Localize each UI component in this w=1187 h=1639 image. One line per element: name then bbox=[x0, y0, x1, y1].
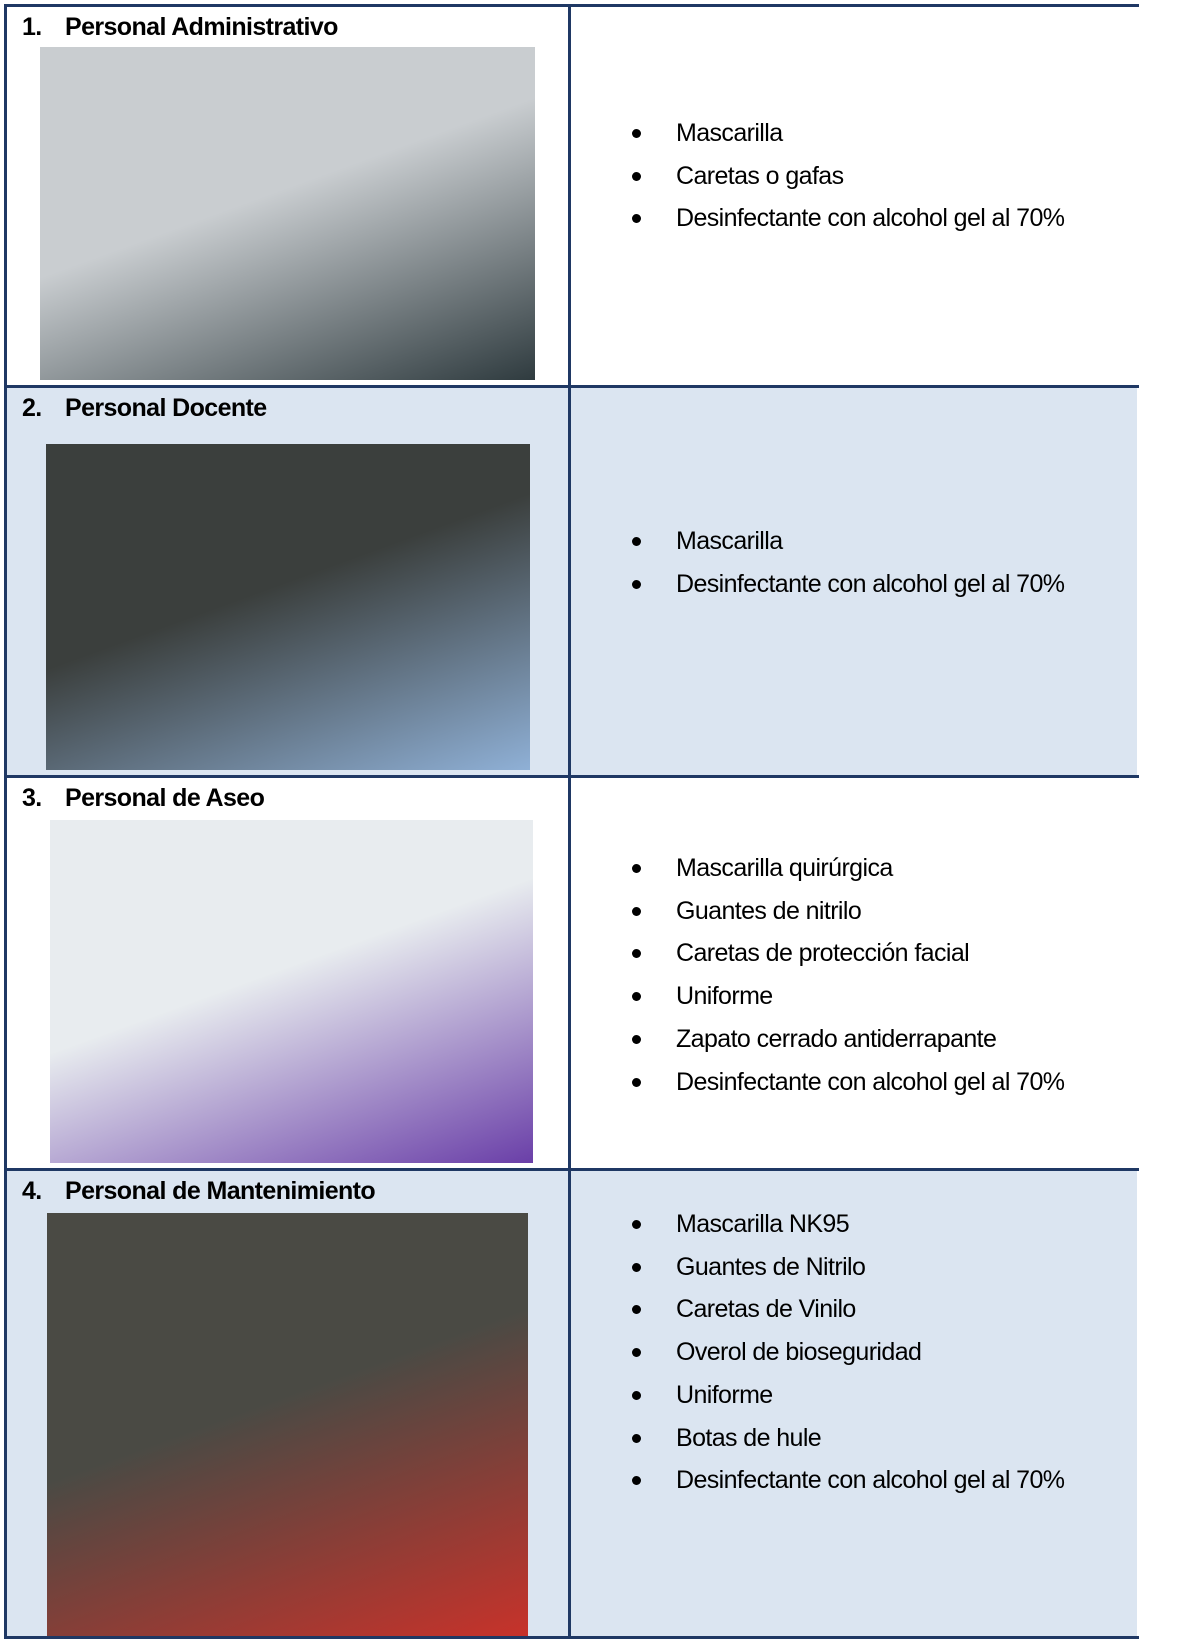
list-item: Botas de hule bbox=[676, 1423, 822, 1452]
list-item: Desinfectante con alcohol gel al 70% bbox=[676, 1067, 1065, 1096]
row-border bbox=[4, 385, 1139, 388]
row-number: 2. bbox=[22, 394, 42, 422]
photo bbox=[47, 1213, 528, 1638]
photo bbox=[40, 47, 535, 380]
bullet bbox=[632, 579, 641, 589]
row-title: Personal Docente bbox=[65, 394, 267, 422]
bullet bbox=[632, 1476, 641, 1486]
bullet bbox=[632, 1262, 641, 1272]
row-title: Personal de Mantenimiento bbox=[65, 1177, 376, 1205]
row-number: 3. bbox=[22, 784, 42, 812]
list-item: Overol de bioseguridad bbox=[676, 1338, 922, 1367]
list-item: Desinfectante con alcohol gel al 70% bbox=[676, 1466, 1065, 1495]
bullet bbox=[632, 1220, 641, 1229]
bullet bbox=[632, 864, 641, 873]
list-item: Zapato cerrado antiderrapante bbox=[676, 1024, 997, 1053]
bullet bbox=[632, 949, 641, 959]
bullet bbox=[632, 906, 641, 916]
column-border bbox=[4, 4, 7, 1638]
list-item: Caretas de Vinilo bbox=[676, 1295, 856, 1324]
bullet bbox=[632, 214, 641, 224]
row-number: 1. bbox=[22, 13, 42, 41]
list-item: Mascarilla bbox=[676, 527, 783, 555]
bullet bbox=[632, 1305, 641, 1315]
list-item: Mascarilla NK95 bbox=[676, 1210, 850, 1238]
list-item: Uniforme bbox=[676, 1380, 773, 1409]
bullet bbox=[632, 1348, 641, 1358]
photo bbox=[50, 820, 533, 1163]
list-item: Guantes de Nitrilo bbox=[676, 1252, 866, 1281]
list-item: Desinfectante con alcohol gel al 70% bbox=[676, 569, 1065, 598]
bullet bbox=[632, 1390, 641, 1400]
list-item: Caretas de protección facial bbox=[676, 939, 970, 968]
row-title: Personal Administrativo bbox=[65, 13, 338, 41]
list-item: Uniforme bbox=[676, 982, 773, 1011]
bullet bbox=[632, 171, 641, 181]
row-border bbox=[4, 4, 1139, 7]
bullet bbox=[632, 537, 641, 546]
list-item: Caretas o gafas bbox=[676, 161, 844, 190]
list-item: Guantes de nitrilo bbox=[676, 896, 862, 925]
photo bbox=[46, 444, 530, 770]
bullet bbox=[632, 1433, 641, 1443]
bullet bbox=[632, 1034, 641, 1044]
bullet bbox=[632, 992, 641, 1002]
bullet bbox=[632, 129, 641, 138]
row-border bbox=[4, 775, 1139, 778]
list-item: Mascarilla bbox=[676, 119, 783, 147]
bullet bbox=[632, 1077, 641, 1087]
column-border bbox=[568, 4, 571, 1638]
row-number: 4. bbox=[22, 1177, 42, 1205]
row-title: Personal de Aseo bbox=[65, 784, 265, 812]
row-border bbox=[4, 1168, 1139, 1171]
list-item: Desinfectante con alcohol gel al 70% bbox=[676, 204, 1065, 233]
list-item: Mascarilla quirúrgica bbox=[676, 854, 893, 882]
